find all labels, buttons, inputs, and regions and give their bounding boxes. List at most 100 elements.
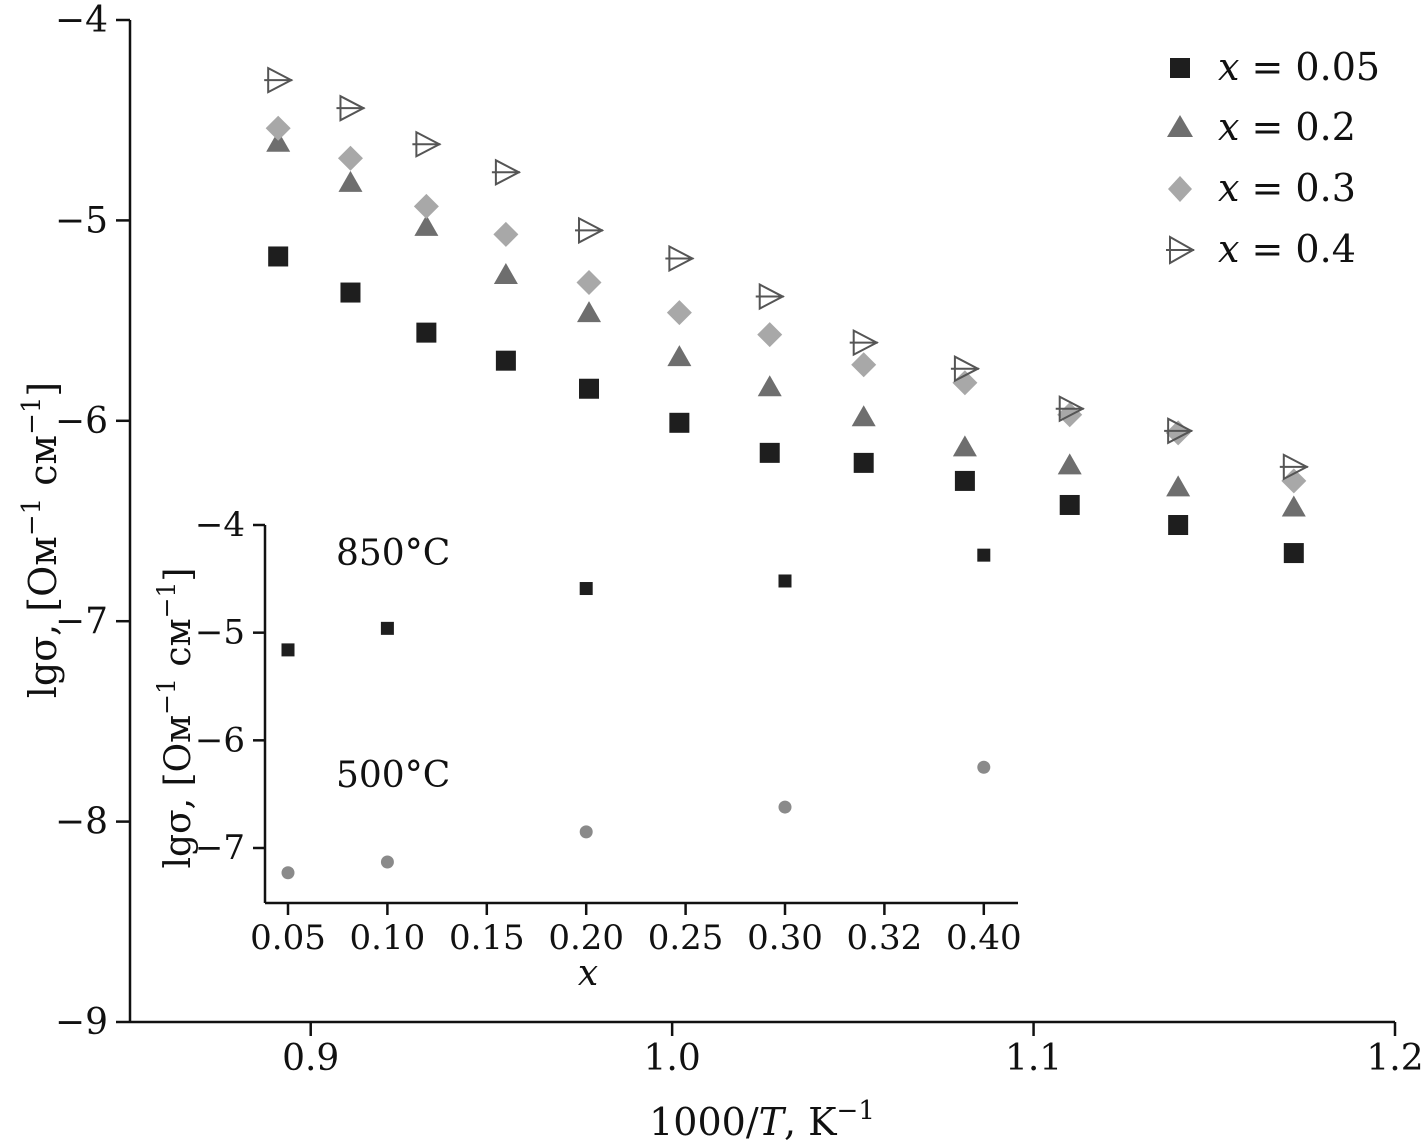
diamond-point — [413, 193, 439, 219]
triangle-point — [667, 345, 692, 367]
x-tick-label: 1.1 — [1005, 1038, 1062, 1079]
square-point — [281, 643, 295, 657]
y-tick-label: −5 — [55, 200, 108, 241]
inset-axes — [263, 525, 1018, 905]
triangle-point — [757, 375, 782, 397]
y-tick-label: −6 — [55, 401, 108, 442]
diamond-point — [265, 115, 291, 141]
legend-label: x = 0.2 — [1218, 105, 1356, 149]
inset-data-points — [281, 548, 991, 880]
open-triangle-point — [1279, 453, 1309, 481]
inset-x-tick-label: 0.32 — [847, 918, 923, 958]
legend-square-marker — [1170, 58, 1190, 78]
legend-diamond-marker — [1168, 176, 1192, 202]
inset-y-tick-label: −6 — [195, 720, 245, 760]
open-triangle-point — [1164, 417, 1194, 445]
inset-x-tick-label: 0.05 — [250, 918, 326, 958]
legend-entry-x-0-2: x = 0.2 — [1167, 105, 1356, 149]
main-y-axis-label: lgσ, [Ом−1 см−1] — [17, 382, 65, 699]
triangle-point — [1057, 453, 1082, 475]
open-triangle-point — [412, 130, 442, 158]
square-point — [1059, 494, 1080, 515]
square-point — [977, 548, 991, 562]
legend-open-triangle-marker — [1166, 235, 1196, 265]
main-x-ticks: 0.9 1.0 1.1 1.2 — [282, 1022, 1422, 1079]
inset-y-ticks: −4 −5 −6 −7 — [195, 505, 265, 868]
inset-x-tick-label: 0.15 — [449, 918, 525, 958]
inset-y-tick-label: −7 — [195, 828, 245, 868]
annotation-500c: 500°C — [336, 755, 450, 796]
inset-y-axis-label: lgσ, [Ом−1 см−1] — [152, 568, 199, 869]
square-point — [1283, 543, 1304, 564]
triangle-point — [493, 263, 518, 285]
triangle-point — [1281, 495, 1306, 517]
square-point — [954, 470, 975, 491]
main-axes — [128, 20, 1395, 1024]
legend-entry-x-0-3: x = 0.3 — [1168, 166, 1356, 210]
diamond-point — [952, 370, 978, 396]
legend-entry-x-0-05: x = 0.05 — [1170, 45, 1380, 89]
square-point — [416, 322, 437, 343]
legend-entry-x-0-4: x = 0.4 — [1166, 227, 1356, 271]
triangle-point — [851, 405, 876, 427]
main-x-axis-label: 1000/T, K−1 — [649, 1096, 875, 1144]
y-tick-label: −9 — [55, 1002, 108, 1043]
circle-point — [281, 866, 295, 880]
legend-label: x = 0.3 — [1218, 166, 1356, 210]
open-triangle-point — [336, 94, 366, 122]
y-tick-label: −8 — [55, 802, 108, 843]
triangle-point — [266, 130, 291, 152]
open-triangle-point — [491, 158, 522, 186]
open-triangle-point — [575, 216, 605, 245]
circle-point — [778, 800, 792, 814]
diamond-point — [493, 221, 519, 247]
inset-x-axis-label: x — [578, 953, 598, 994]
square-point — [268, 246, 289, 267]
square-point — [669, 412, 690, 433]
circle-point — [579, 825, 593, 839]
x-tick-label: 0.9 — [282, 1038, 339, 1079]
circle-point — [977, 760, 991, 774]
square-point — [495, 350, 516, 371]
square-point — [579, 582, 593, 596]
square-point — [380, 621, 394, 635]
diamond-point — [666, 300, 692, 326]
triangle-point — [1166, 475, 1191, 497]
inset-x-tick-label: 0.30 — [747, 918, 823, 958]
legend-label: x = 0.05 — [1218, 45, 1380, 89]
square-point — [340, 282, 361, 303]
main-y-ticks: −4 −5 −6 −7 −8 −9 — [55, 0, 130, 1043]
x-tick-label: 1.2 — [1366, 1038, 1422, 1079]
square-point — [853, 452, 874, 473]
y-tick-label: −7 — [55, 601, 108, 642]
square-point — [1168, 515, 1189, 536]
triangle-point — [338, 170, 363, 192]
open-triangle-point — [849, 328, 879, 357]
diamond-point — [757, 322, 783, 348]
open-triangle-point — [755, 282, 785, 311]
inset-x-tick-label: 0.40 — [946, 918, 1022, 958]
square-point — [778, 574, 792, 588]
inset-x-tick-label: 0.20 — [548, 918, 624, 958]
diamond-point — [851, 352, 877, 378]
inset-x-ticks: 0.05 0.10 0.15 0.20 0.25 0.30 0.32 0.40 — [250, 903, 1022, 958]
triangle-point — [952, 435, 977, 457]
x-tick-label: 1.0 — [644, 1038, 701, 1079]
open-triangle-point — [665, 244, 695, 273]
diamond-point — [576, 270, 602, 296]
circle-point — [380, 855, 394, 869]
inset-x-tick-label: 0.10 — [350, 918, 426, 958]
open-triangle-point — [264, 66, 294, 94]
main-data-points — [264, 66, 1309, 564]
inset-y-tick-label: −4 — [195, 505, 245, 545]
diamond-point — [337, 145, 363, 171]
inset-x-tick-label: 0.25 — [648, 918, 724, 958]
annotation-850c: 850°C — [336, 533, 450, 574]
legend: x = 0.05 x = 0.2 x = 0.3 x = 0.4 — [1166, 45, 1380, 271]
open-triangle-point — [950, 355, 981, 383]
inset-y-tick-label: −5 — [195, 613, 245, 653]
open-triangle-point — [1055, 395, 1085, 423]
legend-triangle-marker — [1167, 115, 1193, 137]
square-point — [759, 442, 780, 463]
